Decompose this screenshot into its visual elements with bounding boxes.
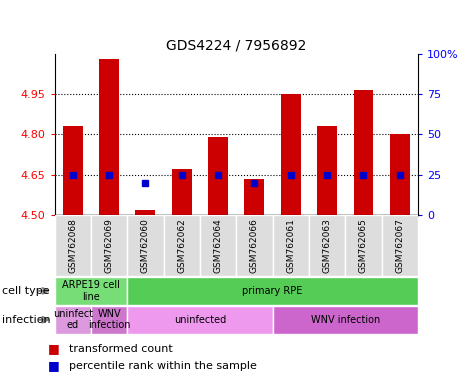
Bar (317, 126, 337, 215)
Text: cell type: cell type (2, 286, 50, 296)
Text: infection: infection (2, 314, 51, 325)
Text: GSM762069: GSM762069 (104, 218, 114, 273)
Text: ARPE19 cell
line: ARPE19 cell line (62, 280, 120, 302)
FancyBboxPatch shape (127, 277, 418, 305)
FancyBboxPatch shape (381, 215, 418, 276)
Bar (281, 94, 301, 215)
FancyBboxPatch shape (55, 306, 91, 333)
Text: percentile rank within the sample: percentile rank within the sample (69, 361, 257, 371)
Text: ■: ■ (48, 342, 59, 355)
FancyBboxPatch shape (273, 306, 418, 333)
FancyBboxPatch shape (55, 215, 91, 276)
Bar (99, 59, 119, 215)
Text: GSM762064: GSM762064 (214, 218, 223, 273)
Bar (353, 90, 373, 215)
Text: GSM762060: GSM762060 (141, 218, 150, 273)
Bar (390, 134, 410, 215)
FancyBboxPatch shape (163, 215, 200, 276)
FancyBboxPatch shape (91, 306, 127, 333)
FancyBboxPatch shape (127, 306, 273, 333)
FancyBboxPatch shape (200, 215, 237, 276)
FancyBboxPatch shape (91, 215, 127, 276)
Bar (135, 210, 155, 215)
Text: ■: ■ (48, 359, 59, 372)
Text: GSM762062: GSM762062 (177, 218, 186, 273)
Text: WNV
infection: WNV infection (88, 309, 130, 331)
FancyBboxPatch shape (55, 277, 127, 305)
Text: GSM762066: GSM762066 (250, 218, 259, 273)
Bar (245, 179, 265, 215)
Text: transformed count: transformed count (69, 344, 172, 354)
Text: GSM762065: GSM762065 (359, 218, 368, 273)
Text: uninfect
ed: uninfect ed (53, 309, 93, 331)
FancyBboxPatch shape (309, 215, 345, 276)
Text: WNV infection: WNV infection (311, 314, 380, 325)
Text: GSM762067: GSM762067 (395, 218, 404, 273)
Text: GSM762063: GSM762063 (323, 218, 332, 273)
FancyBboxPatch shape (273, 215, 309, 276)
Text: primary RPE: primary RPE (242, 286, 303, 296)
FancyBboxPatch shape (345, 215, 381, 276)
Text: GSM762068: GSM762068 (68, 218, 77, 273)
FancyBboxPatch shape (237, 215, 273, 276)
Title: GDS4224 / 7956892: GDS4224 / 7956892 (166, 39, 306, 53)
Text: uninfected: uninfected (174, 314, 226, 325)
FancyBboxPatch shape (127, 215, 163, 276)
Bar (172, 169, 192, 215)
Bar (208, 137, 228, 215)
Text: GSM762061: GSM762061 (286, 218, 295, 273)
Bar (63, 126, 83, 215)
